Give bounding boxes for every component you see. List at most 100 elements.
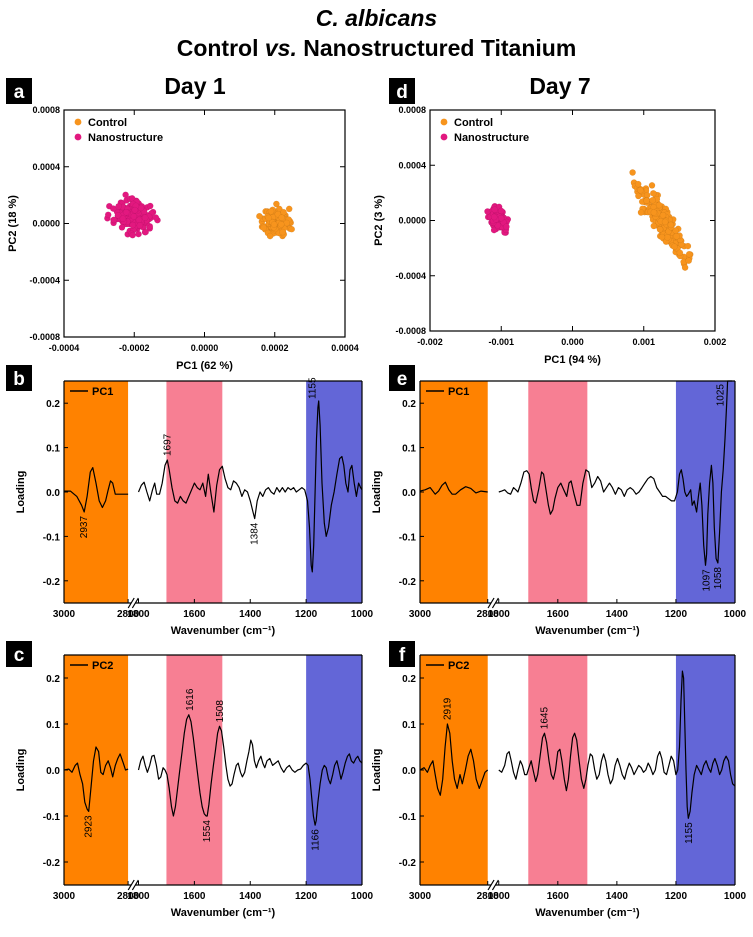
scatter-point-control	[266, 232, 274, 240]
scatter-point-control	[685, 257, 693, 265]
axis-break-mark	[487, 597, 495, 609]
y-tick-label: -0.2	[43, 858, 61, 869]
peak-annotation: 1384	[250, 522, 261, 545]
x-tick-label: 1200	[665, 609, 688, 620]
figure-title-comparison: Control vs. Nanostructured Titanium	[177, 35, 577, 61]
legend-label: PC1	[92, 386, 113, 398]
x-tick-label: 1600	[183, 891, 206, 902]
legend-marker-nanostructure	[74, 133, 82, 141]
scatter-point-control	[279, 228, 286, 236]
y-axis-label: Loading	[371, 471, 383, 514]
scatter-point-nanostructure	[114, 211, 122, 219]
scatter-point-nanostructure	[104, 211, 112, 219]
y-tick-label: 0.2	[46, 399, 60, 410]
scatter-point-nanostructure	[136, 222, 144, 229]
scatter-point-control	[629, 169, 636, 176]
scatter-point-nanostructure	[484, 208, 491, 215]
spectral-band-pink	[528, 655, 588, 885]
axis-break-mark	[127, 879, 135, 891]
scatter-point-nanostructure	[490, 213, 498, 221]
x-tick-label: 2800	[477, 609, 500, 620]
title-vs: vs.	[265, 35, 297, 61]
y-tick-label: -0.0004	[29, 275, 60, 285]
x-tick-label: 1000	[351, 609, 374, 620]
scatter-point-control	[637, 209, 645, 216]
scatter-point-nanostructure	[110, 216, 118, 224]
scatter-point-nanostructure	[131, 206, 139, 214]
peak-annotation: 1645	[540, 707, 551, 730]
scatter-point-control	[265, 214, 272, 222]
x-tick-label: 1000	[724, 609, 747, 620]
scatter-point-control	[661, 218, 669, 226]
legend-label: PC1	[448, 386, 469, 398]
legend-label-control: Control	[88, 117, 127, 129]
x-tick-label: 1200	[295, 609, 318, 620]
y-tick-label: 0.0004	[398, 160, 426, 170]
panel-label-f: f	[399, 645, 406, 666]
scatter-point-nanostructure	[119, 215, 127, 222]
y-axis-label: PC2 (3 %)	[373, 195, 385, 246]
y-tick-label: 0.1	[46, 720, 60, 731]
chart-scatter-a: -0.0004 -0.0002 0.0000 0.0002 0.0004-0.0008-…	[7, 105, 359, 372]
x-tick-label: 0.0000	[191, 343, 219, 353]
legend-marker-control	[74, 118, 82, 126]
scatter-point-control	[650, 222, 658, 230]
x-tick-label: -0.001	[488, 337, 514, 347]
peak-annotation: 2937	[79, 516, 90, 539]
scatter-point-control	[267, 207, 275, 215]
x-tick-label: 1400	[606, 609, 629, 620]
y-tick-label: -0.1	[43, 532, 61, 543]
peak-annotation: 1697	[162, 433, 173, 456]
scatter-point-control	[273, 200, 280, 208]
spectral-band-pink	[166, 381, 223, 603]
scatter-point-control	[664, 233, 671, 241]
loading-trace-fingerprint	[498, 670, 736, 819]
plot-frame-a	[63, 109, 346, 338]
scatter-point-control	[648, 182, 656, 189]
x-tick-label: 1600	[547, 891, 570, 902]
scatter-point-control	[658, 233, 666, 241]
y-tick-label: 0.2	[402, 399, 416, 410]
loading-trace-fingerprint	[137, 714, 363, 826]
x-tick-label: 0.0002	[261, 343, 289, 353]
y-tick-label: 0.2	[402, 674, 416, 685]
scatter-point-control	[643, 197, 650, 204]
scatter-point-control	[256, 212, 263, 220]
x-tick-label: -0.0004	[49, 343, 80, 353]
scatter-point-nanostructure	[503, 223, 510, 230]
scatter-point-nanostructure	[141, 214, 149, 221]
panel-label-box-d	[389, 78, 415, 104]
scatter-point-nanostructure	[122, 208, 130, 216]
scatter-point-control	[650, 189, 657, 197]
peak-annotation: 1058	[713, 567, 724, 590]
peak-annotation: 1616	[185, 688, 196, 711]
spectral-band-pink	[528, 381, 588, 603]
peak-annotation: 1166	[311, 829, 322, 851]
x-tick-label: 1800	[488, 891, 511, 902]
scatter-point-nanostructure	[122, 191, 129, 199]
title-nanostructured: Nanostructured Titanium	[297, 35, 576, 61]
scatter-point-control	[671, 243, 678, 250]
legend-label-control: Control	[454, 117, 493, 129]
panel-label-b: b	[13, 369, 25, 390]
spectral-band-orange	[64, 381, 129, 603]
y-tick-label: 0.0	[46, 766, 60, 777]
y-tick-label: -0.0008	[29, 332, 60, 342]
loading-trace-fingerprint	[137, 400, 363, 573]
scatter-point-nanostructure	[129, 231, 136, 239]
x-tick-label: -0.0002	[119, 343, 150, 353]
panel-label-box-a	[6, 78, 32, 104]
x-tick-label: 3000	[409, 609, 432, 620]
x-tick-label: 0.001	[632, 337, 655, 347]
panel-label-a: a	[14, 82, 25, 103]
scatter-point-control	[649, 196, 656, 204]
scatter-point-nanostructure	[497, 207, 505, 215]
scatter-point-control	[673, 232, 680, 240]
panel-label-box-e	[389, 365, 415, 391]
scatter-point-control	[676, 249, 684, 257]
scatter-point-control	[270, 221, 278, 228]
y-tick-label: -0.1	[43, 812, 61, 823]
